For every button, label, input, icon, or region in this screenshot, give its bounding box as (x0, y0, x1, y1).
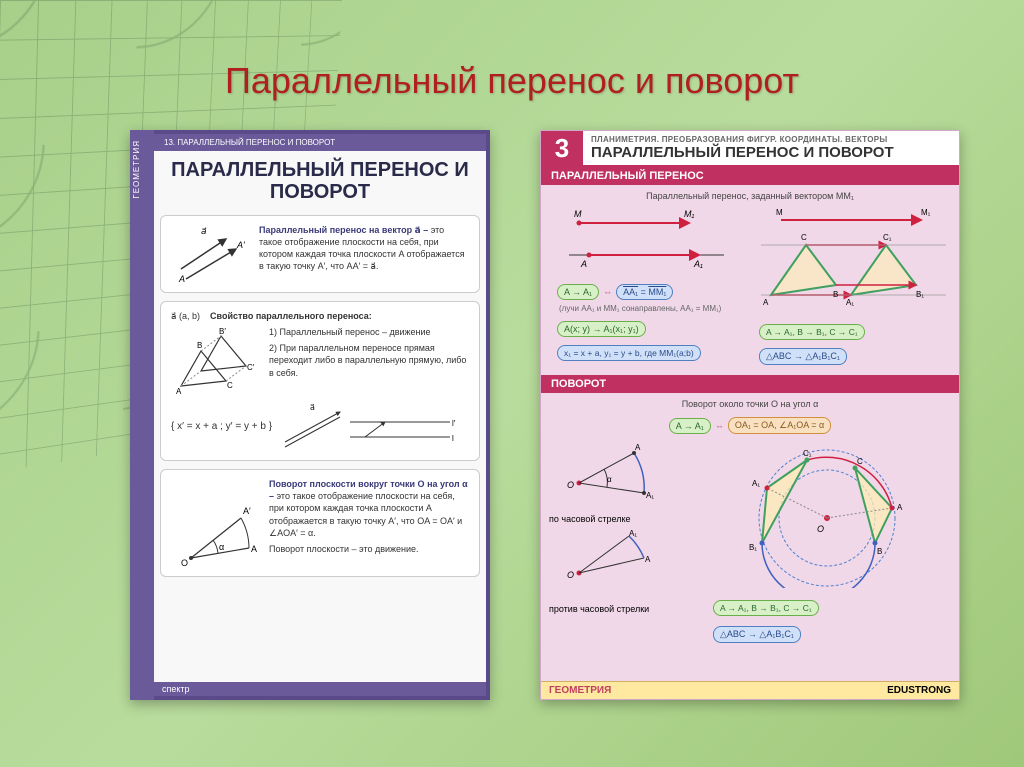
svg-text:A: A (176, 387, 182, 396)
pill-rot-eq: OA₁ = OA, ∠A₁OA = α (728, 417, 831, 434)
svg-text:B′: B′ (219, 327, 226, 336)
svg-text:A₁: A₁ (752, 479, 760, 488)
svg-text:M: M (776, 208, 783, 217)
poster-left-title: ПАРАЛЛЕЛЬНЫЙ ПЕРЕНОС И ПОВОРОТ (154, 151, 486, 215)
label-ccw: против часовой стрелки (549, 600, 699, 618)
label-cw: по часовой стрелке (549, 510, 699, 528)
diag-trans-right: M M₁ A C B A₁ C₁ B₁ (751, 205, 951, 315)
note-rays: (лучи AA₁ и MM₁ сонаправлены, AA₁ = MM₁) (549, 304, 745, 317)
svg-text:M₁: M₁ (921, 208, 931, 217)
svg-text:A: A (897, 503, 903, 512)
rotation-diagrams: α O A A₁ по часовой стрелке O A A₁ против … (541, 438, 959, 652)
svg-text:A: A (178, 274, 185, 284)
band-translation: ПАРАЛЛЕЛЬНЫЙ ПЕРЕНОС (541, 167, 959, 185)
pill-rot-A: A → A₁ (669, 418, 711, 434)
pill-AA1-MM1: AA₁ = MM₁ (616, 284, 673, 300)
poster-left-header: 13. ПАРАЛЛЕЛЬНЫЙ ПЕРЕНОС И ПОВОРОТ (154, 134, 486, 151)
spine-text: ГЕОМЕТРИЯ (130, 130, 143, 209)
slide-title: Параллельный перенос и поворот (0, 60, 1024, 102)
poster-right-header: 3 ПЛАНИМЕТРИЯ. ПРЕОБРАЗОВАНИЯ ФИГУР. КОО… (541, 131, 959, 167)
svg-text:O: O (567, 570, 574, 580)
sep-iff: ⇔ (603, 287, 612, 297)
svg-text:C₁: C₁ (883, 233, 892, 242)
diagram-rotation: α O A′ A (171, 478, 261, 568)
poster-subtitle: ПЛАНИМЕТРИЯ. ПРЕОБРАЗОВАНИЯ ФИГУР. КООРД… (591, 135, 951, 144)
svg-text:B: B (833, 290, 838, 299)
svg-text:O: O (817, 524, 824, 534)
pill-rot-map: A → A₁, B → B₁, C → C₁ (713, 600, 819, 616)
diagram-vector: a⃗ A A′ (171, 224, 251, 284)
svg-text:l: l (452, 434, 454, 443)
svg-text:α: α (219, 542, 224, 552)
svg-text:B₁: B₁ (749, 543, 757, 552)
translation-diagrams: M M₁ A A₁ A → A₁ ⇔ AA₁ = MM₁ (лучи AA₁ и… (541, 205, 959, 369)
svg-text:A: A (251, 544, 257, 554)
svg-text:A₁: A₁ (629, 529, 637, 538)
caption-translation: Параллельный перенос, заданный вектором … (541, 189, 959, 205)
poster-right-title: ПАРАЛЛЕЛЬНЫЙ ПЕРЕНОС И ПОВОРОТ (591, 144, 951, 161)
footer-left: ГЕОМЕТРИЯ (549, 685, 611, 696)
poster-right-footer: ГЕОМЕТРИЯ EDUSTRONG (541, 681, 959, 699)
section-translation-props: a⃗ (a, b) Свойство параллельного перенос… (160, 301, 480, 461)
svg-text:A₁: A₁ (646, 491, 654, 500)
svg-text:A: A (635, 443, 641, 452)
pill-map-abc: A → A₁, B → B₁, C → C₁ (759, 324, 865, 340)
diag-rot-cw: α O A A₁ (549, 438, 689, 508)
pill-A-A1: A → A₁ (557, 284, 599, 300)
svg-text:M₁: M₁ (684, 209, 694, 219)
svg-text:C: C (801, 233, 807, 242)
svg-text:B: B (197, 341, 202, 350)
svg-text:l′: l′ (452, 419, 456, 428)
diag-rot-ccw: O A A₁ (549, 528, 689, 598)
poster-left: ГЕОМЕТРИЯ 13. ПАРАЛЛЕЛЬНЫЙ ПЕРЕНОС И ПОВ… (130, 130, 490, 700)
svg-text:M: M (574, 209, 582, 219)
s3-footer: Поворот плоскости – это движение. (269, 543, 469, 555)
footer-right: EDUSTRONG (887, 685, 951, 696)
section-rotation-def: α O A′ A Поворот плоскости вокруг точки … (160, 469, 480, 577)
svg-text:O: O (181, 558, 188, 568)
sep-iff2: ⇔ (715, 421, 724, 431)
svg-text:A: A (580, 259, 587, 269)
svg-text:A: A (645, 555, 651, 564)
svg-text:B₁: B₁ (916, 290, 924, 299)
pill-tri-map: △ABC → △A₁B₁C₁ (759, 348, 847, 365)
svg-text:C: C (227, 381, 233, 390)
poster-number: 3 (541, 131, 583, 165)
s2-item2: 2) При параллельном переносе прямая пере… (269, 342, 469, 378)
band-rotation: ПОВОРОТ (541, 375, 959, 393)
diagram-triangle-shift: A B C B′ C′ (171, 326, 261, 396)
svg-text:a⃗: a⃗ (310, 403, 315, 412)
pill-coord-formula: x₁ = x + a, y₁ = y + b, где MM₁(a;b) (557, 345, 701, 361)
pill-rot-tri: △ABC → △A₁B₁C₁ (713, 626, 801, 643)
diag-trans-left: M M₁ A A₁ (549, 205, 739, 275)
poster-right: 3 ПЛАНИМЕТРИЯ. ПРЕОБРАЗОВАНИЯ ФИГУР. КОО… (540, 130, 960, 700)
svg-text:A: A (763, 298, 769, 307)
s1-heading: Параллельный перенос на вектор a⃗ – (259, 225, 428, 235)
svg-text:C₁: C₁ (803, 449, 812, 458)
section-translation-def: a⃗ A A′ Параллельный перенос на вектор a… (160, 215, 480, 293)
s3-body: это такое отображение плоскости на себя,… (269, 491, 462, 537)
s2-vec: a⃗ (a, b) (171, 311, 200, 321)
s2-coord: { x′ = x + a ; y′ = y + b } (171, 420, 272, 434)
svg-text:A₁: A₁ (693, 259, 703, 269)
svg-text:C: C (857, 457, 863, 466)
svg-text:C′: C′ (247, 363, 255, 372)
svg-text:α: α (607, 475, 612, 484)
poster-left-spine: ГЕОМЕТРИЯ (130, 130, 154, 700)
poster-left-footer: спектр (154, 682, 486, 696)
pill-coord: A(x; y) → A₁(x₁; y₁) (557, 321, 646, 337)
svg-text:A₁: A₁ (846, 298, 854, 307)
svg-text:a⃗: a⃗ (201, 226, 207, 236)
svg-text:B: B (877, 547, 882, 556)
caption-rotation: Поворот около точки O на угол α (541, 397, 959, 413)
svg-text:A′: A′ (243, 506, 251, 516)
svg-text:O: O (567, 480, 574, 490)
s2-item1: 1) Параллельный перенос – движение (269, 326, 469, 338)
diagram-lines-shift: a⃗ l′ l (280, 402, 460, 452)
diag-rot-triangle: O A C B A₁ C₁ B₁ (707, 438, 937, 588)
svg-text:A′: A′ (236, 240, 245, 250)
s2-heading: Свойство параллельного переноса: (210, 311, 372, 321)
